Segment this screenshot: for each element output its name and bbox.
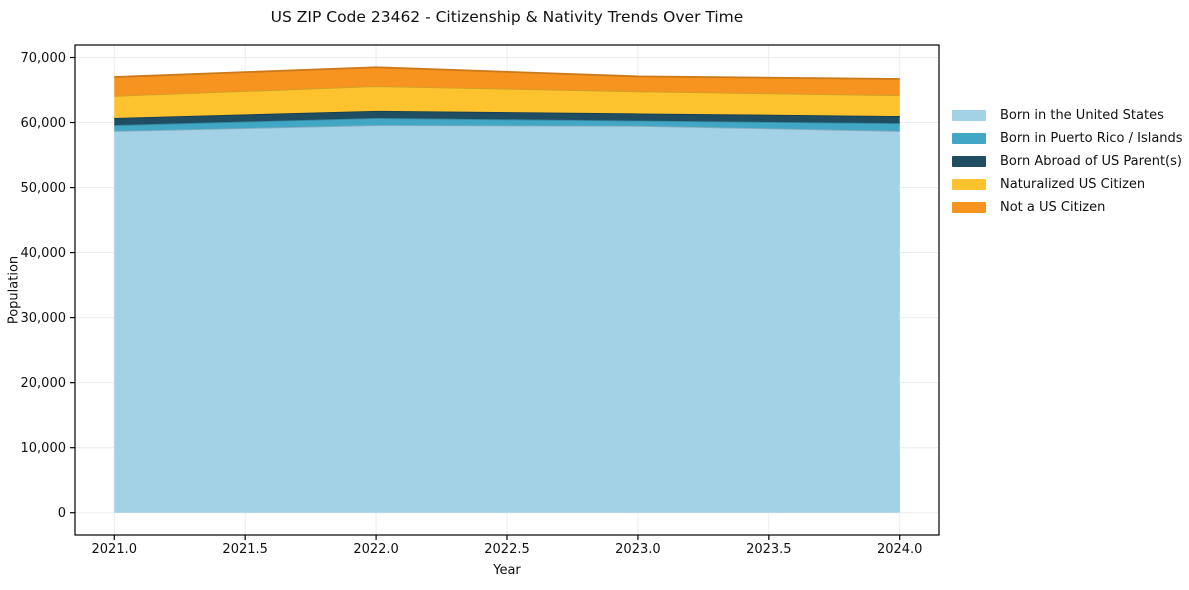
legend-item: Born Abroad of US Parent(s) — [952, 150, 1183, 173]
y-tick-label: 60,000 — [21, 116, 67, 131]
y-tick-label: 10,000 — [21, 441, 67, 456]
y-tick-label: 30,000 — [21, 311, 67, 326]
legend-label: Born in Puerto Rico / Islands — [1000, 131, 1183, 146]
area-layer — [114, 67, 900, 96]
y-tick-label: 40,000 — [21, 246, 67, 261]
y-tick-label: 70,000 — [21, 51, 67, 66]
x-tick-label: 2022.5 — [484, 542, 530, 557]
x-tick-label: 2023.0 — [615, 542, 661, 557]
legend-item: Naturalized US Citizen — [952, 173, 1183, 196]
area-layer-edge — [114, 66, 900, 80]
legend-swatch — [952, 202, 986, 213]
legend: Born in the United States Born in Puerto … — [952, 104, 1183, 219]
legend-swatch — [952, 110, 986, 121]
legend-item: Born in Puerto Rico / Islands — [952, 127, 1183, 150]
legend-swatch — [952, 133, 986, 144]
area-layer — [114, 86, 900, 118]
area-layer — [114, 125, 900, 513]
x-axis-label: Year — [493, 563, 521, 578]
chart-title: US ZIP Code 23462 - Citizenship & Nativi… — [270, 8, 744, 26]
x-tick-label: 2024.0 — [877, 542, 923, 557]
legend-label: Naturalized US Citizen — [1000, 177, 1146, 192]
legend-label: Not a US Citizen — [1000, 200, 1106, 215]
y-axis-label: Population — [6, 255, 22, 325]
y-tick-label: 0 — [58, 506, 66, 521]
x-tick-label: 2021.5 — [222, 542, 268, 557]
legend-label: Born Abroad of US Parent(s) — [1000, 154, 1182, 169]
legend-item: Not a US Citizen — [952, 196, 1183, 219]
legend-swatch — [952, 179, 986, 190]
legend-swatch — [952, 156, 986, 167]
x-tick-label: 2023.5 — [746, 542, 792, 557]
x-tick-label: 2021.0 — [92, 542, 138, 557]
y-tick-label: 20,000 — [21, 376, 67, 391]
legend-item: Born in the United States — [952, 104, 1183, 127]
x-tick-label: 2022.0 — [353, 542, 399, 557]
legend-label: Born in the United States — [1000, 108, 1164, 123]
y-tick-label: 50,000 — [21, 181, 67, 196]
